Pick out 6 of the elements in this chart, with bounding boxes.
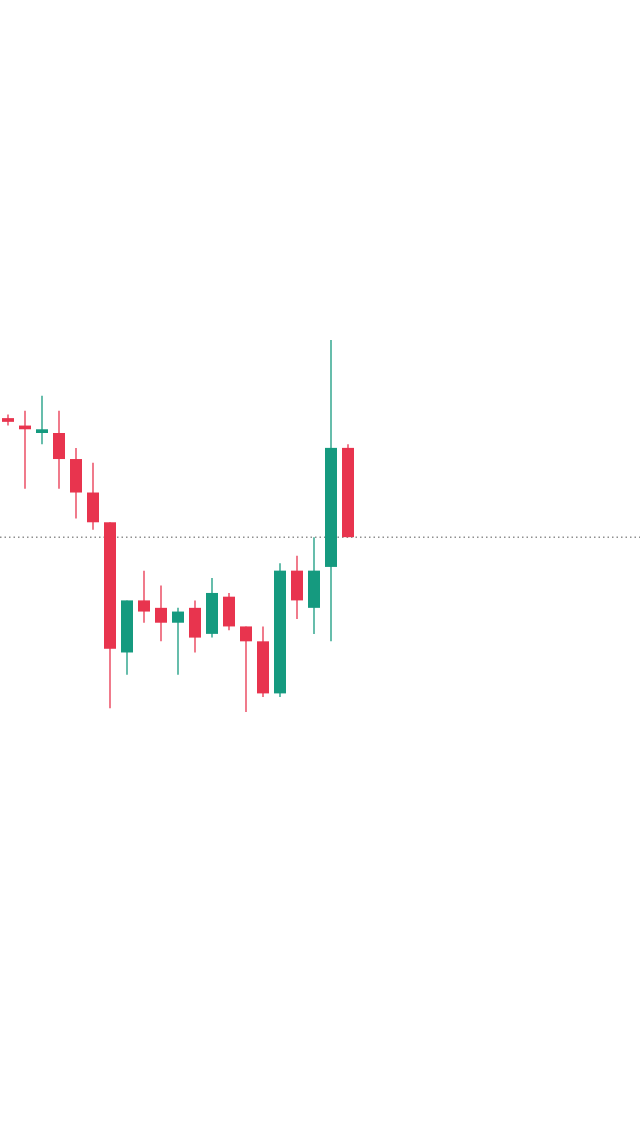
candlestick (2, 413, 14, 427)
candlestick (138, 569, 150, 624)
candlestick (172, 607, 184, 676)
candlestick (155, 584, 167, 642)
candlestick (240, 625, 252, 713)
candlestick (36, 395, 48, 445)
